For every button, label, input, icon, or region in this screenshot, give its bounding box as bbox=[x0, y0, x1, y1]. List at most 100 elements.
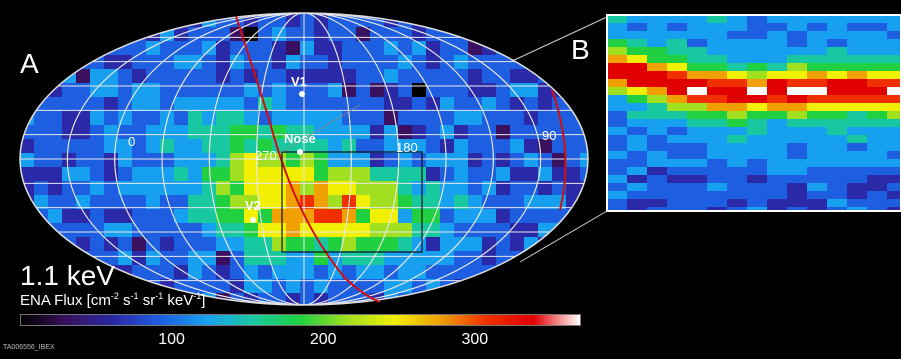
zoom-pixel bbox=[807, 207, 828, 211]
zoom-pixel bbox=[887, 175, 901, 184]
zoom-pixel bbox=[887, 135, 901, 144]
zoom-pixel bbox=[667, 31, 688, 40]
sky-pixel bbox=[160, 69, 175, 84]
sky-pixel bbox=[76, 237, 91, 252]
zoom-pixel bbox=[847, 103, 868, 112]
sky-pixel bbox=[412, 111, 427, 126]
zoom-pixel bbox=[847, 39, 868, 48]
zoom-pixel bbox=[607, 15, 628, 24]
zoom-pixel bbox=[787, 207, 808, 211]
sky-pixel bbox=[538, 111, 553, 126]
sky-pixel bbox=[244, 279, 259, 294]
zoom-pixel bbox=[667, 111, 688, 120]
zoom-pixel bbox=[667, 167, 688, 176]
sky-pixel bbox=[62, 195, 77, 210]
sky-pixel bbox=[370, 279, 385, 294]
sky-pixel bbox=[174, 195, 189, 210]
zoom-pixel bbox=[727, 87, 748, 96]
sky-pixel bbox=[286, 13, 301, 28]
sky-pixel bbox=[118, 181, 133, 196]
zoom-pixel bbox=[707, 71, 728, 80]
sky-pixel bbox=[412, 125, 427, 140]
sky-pixel bbox=[496, 223, 511, 238]
sky-pixel bbox=[104, 209, 119, 224]
zoom-pixel bbox=[627, 87, 648, 96]
sky-pixel bbox=[286, 69, 301, 84]
zoom-pixel bbox=[807, 119, 828, 128]
sky-pixel bbox=[412, 55, 427, 70]
sky-pixel bbox=[524, 27, 539, 42]
sky-pixel bbox=[482, 195, 497, 210]
zoom-pixel bbox=[627, 143, 648, 152]
sky-pixel bbox=[552, 279, 567, 294]
sky-pixel bbox=[552, 139, 567, 154]
zoom-pixel bbox=[827, 167, 848, 176]
zoom-pixel bbox=[867, 15, 888, 24]
sky-pixel bbox=[20, 223, 35, 238]
sky-pixel bbox=[62, 125, 77, 140]
sky-pixel bbox=[76, 125, 91, 140]
sky-pixel bbox=[48, 209, 63, 224]
sky-pixel bbox=[454, 195, 469, 210]
sky-pixel bbox=[552, 223, 567, 238]
zoom-pixel bbox=[707, 23, 728, 32]
sky-pixel bbox=[132, 167, 147, 182]
sky-pixel bbox=[76, 153, 91, 168]
zoom-pixel bbox=[727, 183, 748, 192]
zoom-pixel bbox=[627, 63, 648, 72]
zoom-pixel bbox=[887, 31, 901, 40]
sky-pixel bbox=[286, 111, 301, 126]
zoom-pixel bbox=[847, 95, 868, 104]
sky-pixel bbox=[286, 237, 301, 252]
zoom-pixel bbox=[667, 143, 688, 152]
sky-pixel bbox=[482, 13, 497, 28]
zoom-pixel bbox=[727, 159, 748, 168]
sky-pixel bbox=[524, 265, 539, 280]
sky-pixel bbox=[482, 209, 497, 224]
zoom-pixel bbox=[827, 87, 848, 96]
sky-pixel bbox=[202, 69, 217, 84]
sky-pixel bbox=[188, 209, 203, 224]
zoom-pixel bbox=[607, 207, 628, 211]
sky-pixel bbox=[566, 265, 581, 280]
zoom-pixel bbox=[787, 159, 808, 168]
sky-pixel bbox=[286, 279, 301, 294]
sky-pixel bbox=[566, 153, 581, 168]
sky-pixel bbox=[132, 181, 147, 196]
sky-pixel bbox=[104, 13, 119, 28]
zoom-pixel bbox=[607, 47, 628, 56]
zoom-pixel bbox=[627, 159, 648, 168]
sky-pixel bbox=[160, 181, 175, 196]
zoom-pixel bbox=[887, 63, 901, 72]
sky-pixel bbox=[118, 111, 133, 126]
zoom-pixel bbox=[827, 39, 848, 48]
sky-pixel bbox=[258, 41, 273, 56]
zoom-pixel bbox=[847, 111, 868, 120]
sky-pixel bbox=[286, 55, 301, 70]
sky-pixel bbox=[356, 111, 371, 126]
sky-pixel bbox=[356, 139, 371, 154]
zoom-pixel bbox=[867, 175, 888, 184]
sky-pixel bbox=[552, 251, 567, 266]
sky-pixel bbox=[454, 13, 469, 28]
sky-pixel bbox=[468, 125, 483, 140]
zoom-pixel bbox=[727, 31, 748, 40]
sky-pixel bbox=[34, 153, 49, 168]
sky-pixel bbox=[440, 153, 455, 168]
zoom-pixel bbox=[727, 39, 748, 48]
zoom-pixel bbox=[607, 71, 628, 80]
sky-pixel bbox=[580, 167, 588, 182]
sky-pixel bbox=[496, 167, 511, 182]
sky-pixel bbox=[454, 83, 469, 98]
zoom-pixel bbox=[747, 15, 768, 24]
zoom-pixel bbox=[707, 63, 728, 72]
zoom-pixel bbox=[707, 159, 728, 168]
sky-pixel bbox=[398, 209, 413, 224]
sky-pixel bbox=[146, 83, 161, 98]
sky-pixel bbox=[244, 27, 259, 42]
sky-pixel bbox=[258, 181, 273, 196]
sky-pixel bbox=[146, 41, 161, 56]
sky-pixel bbox=[440, 125, 455, 140]
sky-pixel bbox=[496, 139, 511, 154]
